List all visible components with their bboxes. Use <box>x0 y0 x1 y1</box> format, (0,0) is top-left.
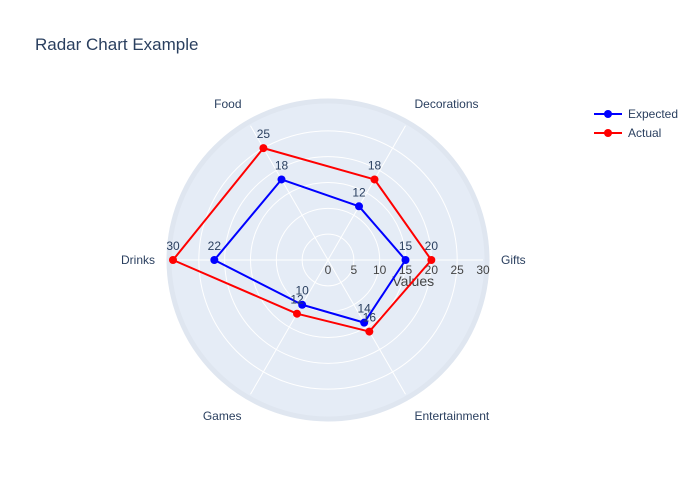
legend-item-expected[interactable]: Expected <box>594 107 678 121</box>
data-point-actual[interactable] <box>427 256 436 264</box>
data-label-actual: 16 <box>363 311 377 325</box>
legend-label-expected: Expected <box>628 107 678 121</box>
category-label-entertainment: Entertainment <box>415 409 490 423</box>
legend-item-actual[interactable]: Actual <box>594 126 661 140</box>
grid-spoke <box>250 259 329 395</box>
grid-spoke <box>327 259 406 395</box>
category-label-food: Food <box>214 97 241 111</box>
data-label-actual: 12 <box>290 293 304 307</box>
data-point-actual[interactable] <box>370 175 379 184</box>
data-point-expected[interactable] <box>360 318 369 327</box>
legend-marker-actual <box>604 129 612 137</box>
legend-label-actual: Actual <box>628 126 661 140</box>
data-point-expected[interactable] <box>277 175 286 184</box>
grid-spoke <box>327 125 406 261</box>
radial-tick-label: 5 <box>350 263 357 277</box>
radial-tick-label: 0 <box>325 263 332 277</box>
data-label-expected: 14 <box>357 302 371 316</box>
data-point-expected[interactable] <box>401 256 410 264</box>
data-label-actual: 25 <box>257 127 271 141</box>
category-label-games: Games <box>203 409 242 423</box>
data-point-expected[interactable] <box>210 256 219 264</box>
data-label-actual: 30 <box>166 239 180 253</box>
data-label-actual: 20 <box>425 239 439 253</box>
data-label-expected: 10 <box>295 284 309 298</box>
data-label-expected: 12 <box>352 185 366 199</box>
chart-title: Radar Chart Example <box>35 35 198 54</box>
data-label-expected: 18 <box>275 158 289 172</box>
legend-marker-expected <box>604 110 612 118</box>
series-actual: 20 18 25 30 12 16 <box>166 127 439 336</box>
data-label-actual: 18 <box>368 158 382 172</box>
data-point-actual[interactable] <box>365 327 374 336</box>
data-label-expected: 15 <box>399 239 413 253</box>
legend[interactable]: Expected Actual <box>594 107 678 140</box>
data-point-actual[interactable] <box>293 309 301 318</box>
category-label-gifts: Gifts <box>501 253 526 267</box>
data-label-expected: 22 <box>208 239 222 253</box>
data-point-expected[interactable] <box>298 300 307 309</box>
radial-tick-label: 25 <box>450 263 464 277</box>
data-point-actual[interactable] <box>259 144 268 153</box>
radial-tick-label: 10 <box>373 263 387 277</box>
radial-tick-label: 20 <box>425 263 439 277</box>
data-point-actual[interactable] <box>169 256 177 264</box>
category-label-drinks: Drinks <box>121 253 155 267</box>
polar-area: 0 5 10 15 20 25 30ValuesGiftsDecorationsFoodDr… <box>121 97 526 423</box>
radial-tick-label: 30 <box>476 263 490 277</box>
category-label-decorations: Decorations <box>415 97 479 111</box>
data-point-expected[interactable] <box>355 202 363 211</box>
